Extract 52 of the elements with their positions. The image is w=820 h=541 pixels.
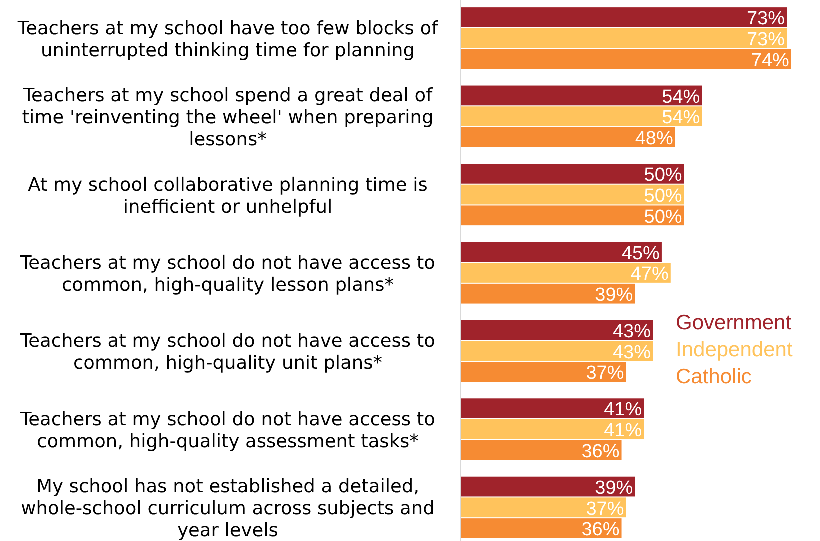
bar (461, 28, 787, 48)
bar (461, 206, 684, 226)
bar (461, 420, 644, 440)
bar (461, 320, 654, 340)
series-label: Independent (676, 338, 793, 362)
bar (461, 284, 636, 304)
bar (461, 518, 622, 538)
y-tick-label: Teachers at my school do not have access to common, high-quality assessment tasks* (20, 409, 436, 452)
bar (461, 49, 792, 70)
bar (461, 242, 662, 262)
data-label: 41% (604, 420, 642, 442)
data-label: 36% (582, 520, 620, 541)
bar (461, 106, 702, 126)
data-label: 45% (622, 243, 660, 264)
bar (461, 476, 636, 497)
bar (461, 341, 654, 362)
bar (461, 127, 676, 148)
data-label: 43% (612, 342, 652, 364)
text: Catholic (676, 365, 752, 388)
data-label: 50% (644, 206, 682, 228)
bar (461, 86, 702, 106)
data-label: 37% (586, 498, 624, 520)
y-tick-label: Teachers at my school do not have access to common, high-quality lesson plans* (20, 252, 436, 296)
bar (461, 263, 671, 283)
y-tick-label: Teachers at my school spend a great deal of time 'reinventing the wheel' when preparing lessons* (22, 86, 434, 151)
data-label: 50% (644, 186, 682, 207)
y-tick-label: My school has not established a detailed, whole-school curriculum across subjects and year levels (21, 476, 435, 541)
data-label: 43% (612, 322, 652, 343)
data-label: 39% (595, 478, 634, 499)
bar (461, 440, 622, 460)
series-label: Government (676, 311, 792, 334)
data-label: 73% (746, 30, 786, 50)
bar (461, 498, 626, 518)
y-tick-label: Teachers at my school do not have access to common, high-quality unit plans* (20, 331, 436, 374)
bar (461, 8, 787, 28)
data-label: 74% (751, 50, 790, 72)
bar (461, 362, 626, 382)
y-tick-label: Teachers at my school have too few blocks of uninterrupted thinking time for planning (16, 18, 439, 62)
data-label: 54% (662, 108, 700, 129)
data-label: 47% (630, 264, 669, 286)
data-label: 73% (746, 8, 786, 30)
data-label: 54% (662, 86, 700, 108)
bar (461, 184, 684, 205)
data-label: 36% (582, 441, 620, 462)
bar (461, 398, 644, 419)
data-label: 48% (635, 128, 674, 150)
data-label: 37% (586, 363, 624, 384)
data-label: 50% (644, 165, 682, 186)
data-label: 41% (604, 400, 642, 421)
data-label: 39% (595, 285, 634, 306)
bar (461, 164, 684, 184)
y-tick-label: At my school collaborative planning time is inefficient or unhelpful (28, 174, 428, 218)
